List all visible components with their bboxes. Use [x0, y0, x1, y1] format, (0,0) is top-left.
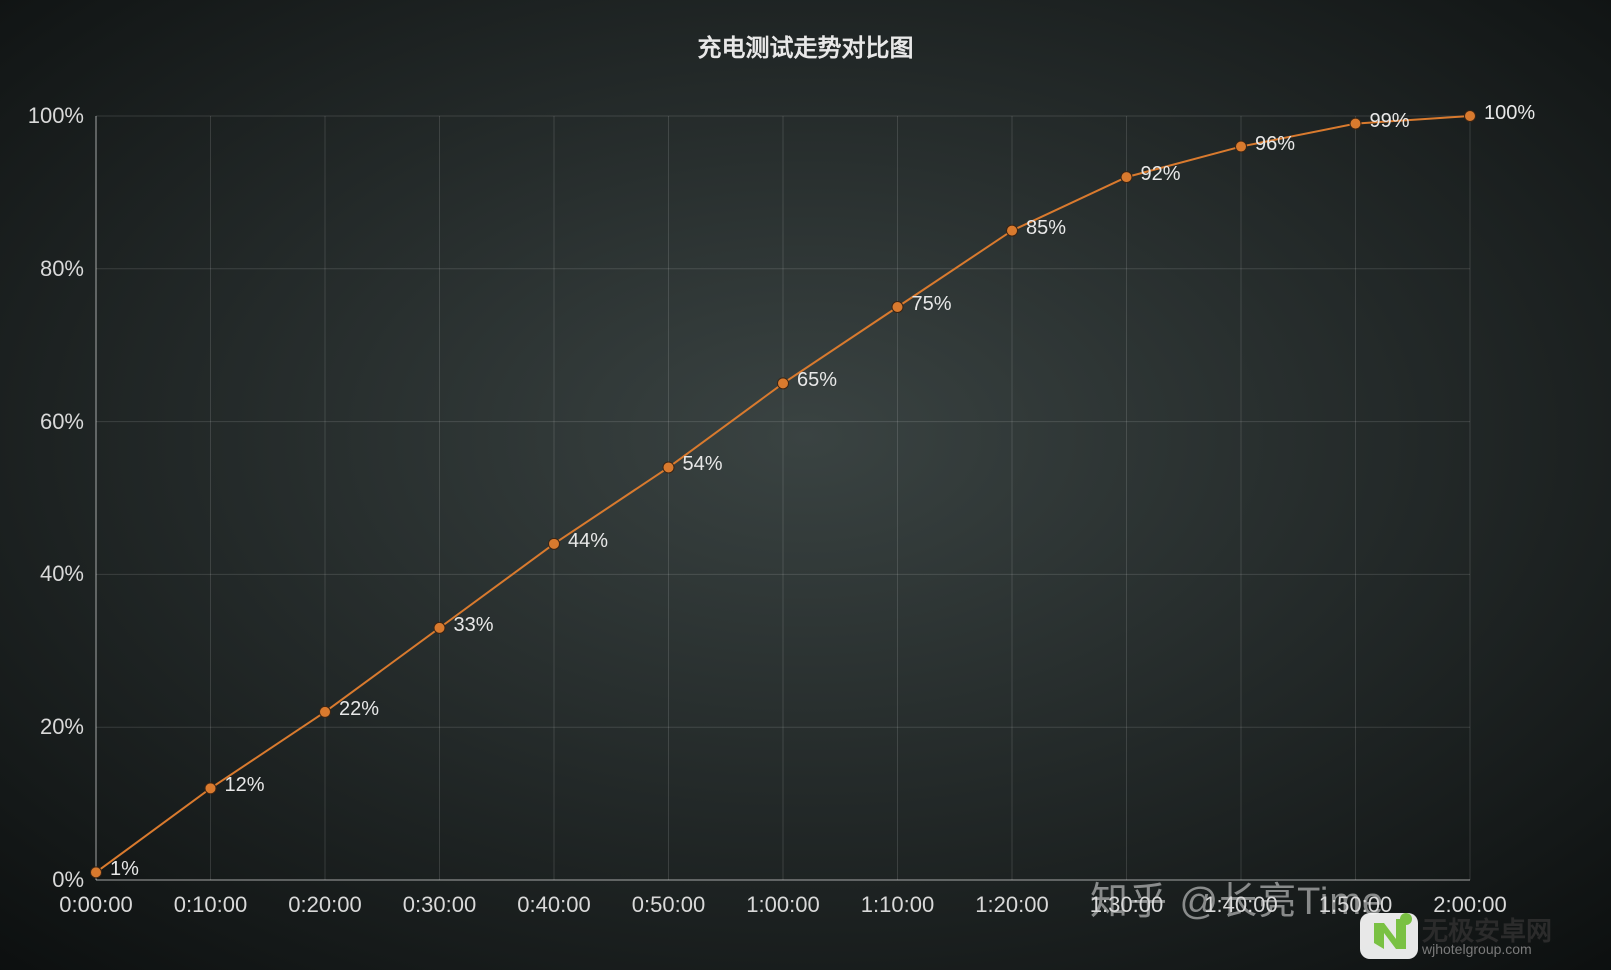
- y-tick-label: 40%: [24, 561, 84, 587]
- x-tick-label: 1:50:00: [1319, 892, 1392, 918]
- x-tick-label: 2:00:00: [1433, 892, 1506, 918]
- y-tick-label: 100%: [24, 103, 84, 129]
- brand-subtitle: wjhotelgroup.com: [1422, 941, 1532, 957]
- x-tick-label: 1:10:00: [861, 892, 934, 918]
- x-tick-label: 0:40:00: [517, 892, 590, 918]
- data-point-label: 99%: [1370, 110, 1410, 133]
- data-point-label: 96%: [1255, 133, 1295, 156]
- data-point-label: 65%: [797, 369, 837, 392]
- x-tick-label: 0:20:00: [288, 892, 361, 918]
- data-point-label: 12%: [225, 774, 265, 797]
- data-point-label: 44%: [568, 530, 608, 553]
- data-point-label: 54%: [683, 453, 723, 476]
- y-tick-label: 80%: [24, 256, 84, 282]
- data-point-label: 1%: [110, 858, 139, 881]
- x-tick-label: 0:30:00: [403, 892, 476, 918]
- x-tick-label: 0:00:00: [59, 892, 132, 918]
- data-point-label: 75%: [912, 293, 952, 316]
- data-point-label: 33%: [454, 614, 494, 637]
- data-point-label: 92%: [1141, 163, 1181, 186]
- x-tick-label: 1:30:00: [1090, 892, 1163, 918]
- plot-area: [0, 0, 1611, 970]
- data-point-label: 22%: [339, 698, 379, 721]
- y-tick-label: 0%: [24, 867, 84, 893]
- x-tick-label: 1:20:00: [975, 892, 1048, 918]
- x-tick-label: 1:00:00: [746, 892, 819, 918]
- x-tick-label: 0:50:00: [632, 892, 705, 918]
- x-tick-label: 0:10:00: [174, 892, 247, 918]
- y-tick-label: 20%: [24, 714, 84, 740]
- y-tick-label: 60%: [24, 409, 84, 435]
- data-point-label: 100%: [1484, 102, 1535, 125]
- data-point-label: 85%: [1026, 217, 1066, 240]
- x-tick-label: 1:40:00: [1204, 892, 1277, 918]
